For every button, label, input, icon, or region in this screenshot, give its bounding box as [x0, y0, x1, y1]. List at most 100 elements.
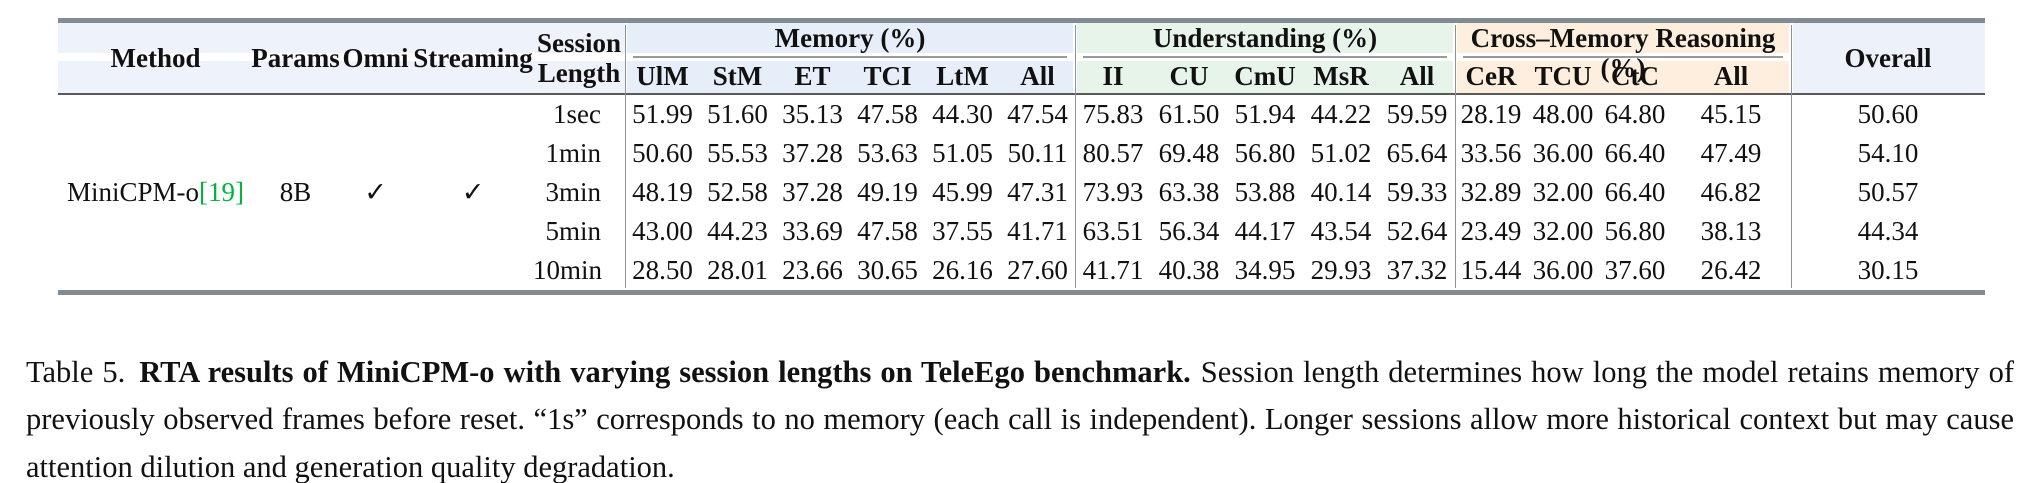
group-bg	[627, 61, 1073, 93]
col-header-stm: StM	[712, 61, 763, 91]
table-header: Memory (%) UlM StM ET TCI LtM All Understanding…	[58, 23, 1985, 93]
caption-label: Table 5.	[26, 354, 126, 389]
col-header-all: All	[1020, 61, 1055, 91]
group-header: Cross–Memory Reasoning (%)	[1470, 23, 1776, 83]
value-cell: 53.63	[857, 138, 918, 168]
table-bottom-rule	[58, 290, 1985, 295]
table-row: 1min 50.60 55.53 37.28 53.63 51.05 50.11 80.57 6…	[58, 134, 1985, 173]
value-cell: 28.50	[632, 255, 693, 285]
col-header-ltm: LtM	[936, 61, 989, 91]
caption-title: RTA results of MiniCPM-o with varying se…	[139, 354, 1191, 389]
caption-text: Session length determines how long the m…	[26, 354, 2014, 483]
value-cell: 51.02	[1310, 138, 1372, 168]
value-cell: 63.38	[1158, 177, 1220, 207]
value-cell: 32.00	[1532, 177, 1594, 207]
col-header-tcu: TCU	[1534, 61, 1592, 91]
col-header-overall: Overall	[1844, 43, 1932, 73]
table-top-rule	[58, 18, 1985, 23]
header-bg	[58, 61, 625, 93]
results-table: Memory (%) UlM StM ET TCI LtM All Understanding…	[58, 18, 1985, 295]
value-cell: 61.50	[1158, 99, 1220, 129]
value-cell: 27.60	[1007, 255, 1068, 285]
value-cell: 41.71	[1007, 216, 1068, 246]
col-header-cer: CeR	[1465, 61, 1517, 91]
value-cell: 33.69	[782, 216, 843, 246]
value-cell: 33.56	[1460, 138, 1522, 168]
group-header: Understanding (%)	[1152, 23, 1378, 53]
value-cell: 44.30	[932, 99, 993, 129]
value-cell: 59.59	[1386, 99, 1448, 129]
col-header-ctc: CtC	[1611, 61, 1659, 91]
value-cell: 73.93	[1082, 177, 1144, 207]
value-cell: 51.05	[932, 138, 993, 168]
value-cell: 50.60	[632, 138, 693, 168]
value-cell: 47.54	[1007, 99, 1068, 129]
value-cell: 37.32	[1386, 255, 1448, 285]
value-cell: 36.00	[1532, 138, 1594, 168]
value-cell: 51.60	[707, 99, 768, 129]
session-length-cell: 10min	[533, 255, 603, 285]
params-cell: 8B	[279, 177, 312, 207]
col-header-tci: TCI	[863, 61, 912, 91]
value-cell: 47.58	[857, 216, 918, 246]
value-cell: 80.57	[1082, 138, 1144, 168]
col-header-cu: CU	[1169, 61, 1209, 91]
value-cell: 50.11	[1007, 138, 1068, 168]
column-separator	[1454, 25, 1456, 288]
col-header-all: All	[1399, 61, 1435, 91]
value-cell: 64.80	[1604, 99, 1666, 129]
col-header-method: Method	[110, 43, 201, 73]
value-cell: 38.13	[1700, 216, 1762, 246]
session-length-cell: 1sec	[553, 99, 601, 129]
value-cell: 48.19	[632, 177, 693, 207]
value-cell: 75.83	[1082, 99, 1144, 129]
header-body-rule	[58, 93, 1985, 95]
method-cell: MiniCPM-o [19]	[58, 95, 253, 290]
col-header-cmu: CmU	[1234, 61, 1296, 91]
value-cell: 34.95	[1234, 255, 1296, 285]
value-cell: 55.53	[707, 138, 768, 168]
value-cell: 46.82	[1700, 177, 1762, 207]
group-bg	[1077, 23, 1453, 53]
value-cell: 37.60	[1604, 255, 1666, 285]
table-content: Memory (%) UlM StM ET TCI LtM All Understanding…	[58, 23, 1985, 290]
value-cell: 41.71	[1082, 255, 1144, 285]
value-cell: 45.15	[1700, 99, 1762, 129]
value-cell: 52.58	[707, 177, 768, 207]
value-cell: 53.88	[1234, 177, 1296, 207]
table-body: 1sec 51.99 51.60 35.13 47.58 44.30 47.54 75.83 6…	[58, 95, 1985, 290]
citation-link[interactable]: [19]	[199, 177, 245, 207]
value-cell: 56.34	[1158, 216, 1220, 246]
column-separator	[624, 25, 626, 288]
value-cell: 29.93	[1310, 255, 1372, 285]
value-cell: 44.22	[1310, 99, 1372, 129]
value-cell: 32.00	[1532, 216, 1594, 246]
overall-cell: 50.60	[1857, 99, 1919, 129]
col-header-msr: MsR	[1313, 61, 1369, 91]
session-length-cell: 5min	[545, 216, 601, 246]
overall-cell: 50.57	[1857, 177, 1919, 207]
group-bg	[1457, 61, 1789, 93]
col-header-all: All	[1713, 61, 1749, 91]
col-header-streaming: Streaming	[413, 43, 533, 73]
session-length-cell: 1min	[545, 138, 601, 168]
value-cell: 32.89	[1460, 177, 1522, 207]
table-row: 5min 43.00 44.23 33.69 47.58 37.55 41.71 63.51 5…	[58, 212, 1985, 251]
value-cell: 66.40	[1604, 177, 1666, 207]
value-cell: 40.14	[1310, 177, 1372, 207]
value-cell: 36.00	[1532, 255, 1594, 285]
group-bg	[627, 23, 1073, 53]
value-cell: 15.44	[1460, 255, 1522, 285]
value-cell: 26.42	[1700, 255, 1762, 285]
value-cell: 28.19	[1460, 99, 1522, 129]
overall-cell: 30.15	[1857, 255, 1919, 285]
group-bg	[1457, 23, 1789, 53]
value-cell: 47.58	[857, 99, 918, 129]
value-cell: 47.31	[1007, 177, 1068, 207]
value-cell: 40.38	[1158, 255, 1220, 285]
value-cell: 44.17	[1234, 216, 1296, 246]
value-cell: 66.40	[1604, 138, 1666, 168]
method-name: MiniCPM-o	[66, 177, 200, 207]
table-row: 3min 48.19 52.58 37.28 49.19 45.99 47.31 73.93 6…	[58, 173, 1985, 212]
